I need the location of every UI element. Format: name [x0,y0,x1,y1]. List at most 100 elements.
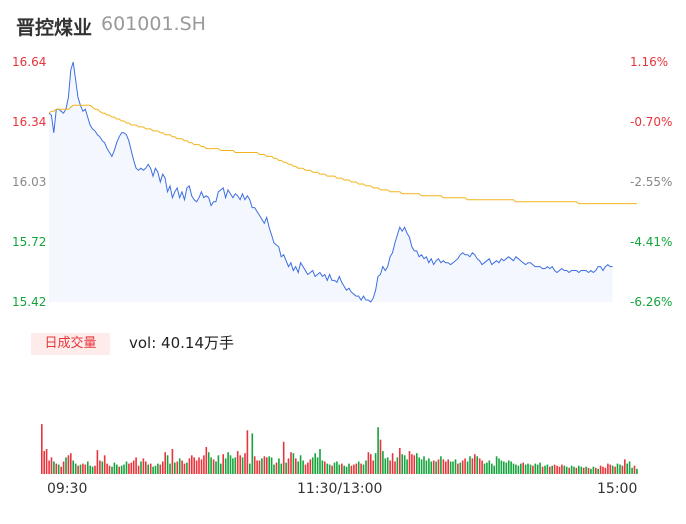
volume-bar [374,453,377,474]
volume-bar [174,462,176,474]
volume-bar [91,466,94,474]
volume-bar [493,465,495,474]
volume-bar [573,466,575,474]
volume-bar [449,461,452,474]
volume-bar [529,464,532,474]
volume-bar [67,455,70,474]
volume-bar [275,462,278,474]
volume-chip[interactable]: 日成交量 [31,333,110,355]
volume-bar [319,449,321,474]
volume-bar [84,464,87,474]
volume-bar [261,458,263,474]
volume-bar [210,457,212,474]
stock-code: 601001.SH [101,13,206,35]
volume-bar [188,458,191,474]
volume-bar [580,466,583,474]
volume-bar [89,465,91,474]
volume-bar [357,461,360,474]
volume-bar [585,466,587,474]
volume-bar [515,464,517,474]
volume-bar [191,455,193,474]
volume-bar [360,463,362,474]
volume-bar [205,447,208,474]
volume-bar [343,465,345,474]
volume-bar [370,454,372,474]
volume-bar [570,465,573,474]
volume-bar [176,461,179,474]
volume-bar [215,461,217,474]
volume-bar [193,457,195,474]
y-tick-right-4: -4.41% [630,235,673,249]
volume-bar [256,460,258,474]
volume-bar [181,460,183,474]
volume-bar [178,458,181,474]
volume-bar [152,466,154,474]
volume-bar [553,464,556,474]
y-tick-left-4: 15.72 [12,235,47,249]
volume-bar [432,460,435,474]
volume-bar [171,449,174,474]
volume-bar [338,464,341,474]
volume-bar [135,457,137,474]
volume-bar [561,464,563,474]
volume-bar [227,452,229,474]
volume-bar [166,455,169,474]
volume-bar [87,461,89,474]
x-tick-midday: 11:30/13:00 [297,481,383,497]
volume-bar [386,457,389,474]
stock-name: 晋控煤业 [16,17,93,39]
volume-bar [328,464,331,474]
volume-bar [314,453,316,474]
volume-bar [297,461,299,474]
volume-bar [220,463,222,474]
volume-bar [244,453,246,474]
volume-bar [452,461,454,474]
volume-bar [524,464,527,474]
volume-bar [278,458,280,474]
volume-bar [331,465,333,474]
volume-bar [459,462,462,474]
volume-bar [132,460,135,474]
volume-bar [495,456,498,474]
volume-bar [302,460,304,474]
volume-bar [232,458,234,474]
volume-bar [522,462,524,474]
volume-bar [285,462,287,474]
volume-bar [186,462,188,474]
volume-bar [595,467,597,474]
volume-bar [140,461,142,474]
volume-bar [602,466,604,474]
volume-bar [229,455,232,474]
volume-bar [147,464,149,474]
volume-bar [488,460,491,474]
volume-bar [94,465,96,474]
volume-bar [471,458,474,474]
volume-bar [563,465,566,474]
volume-bar [568,467,570,474]
volume-bar [348,463,350,474]
volume-bar [263,456,266,474]
volume-bar [590,468,592,474]
volume-bar [544,465,546,474]
volume-bar [549,466,551,474]
volume-bar [616,463,619,474]
volume-bar [619,464,621,474]
volume-bar [379,439,382,474]
volume-bar [624,459,626,474]
volume-bar [362,464,365,474]
volume-bar [350,465,353,474]
volume-bar [457,463,459,474]
volume-bar [500,460,503,474]
y-tick-right-5: -6.26% [630,295,673,309]
volume-bar [481,460,483,474]
volume-bar [420,459,423,474]
volume-bar [62,461,65,474]
volume-bar [399,448,401,474]
volume-bar [333,462,336,474]
volume-bar [430,461,433,474]
volume-bar [65,457,67,474]
volume-bar [416,453,418,474]
volume-bar [304,464,307,474]
volume-bar [249,463,251,474]
